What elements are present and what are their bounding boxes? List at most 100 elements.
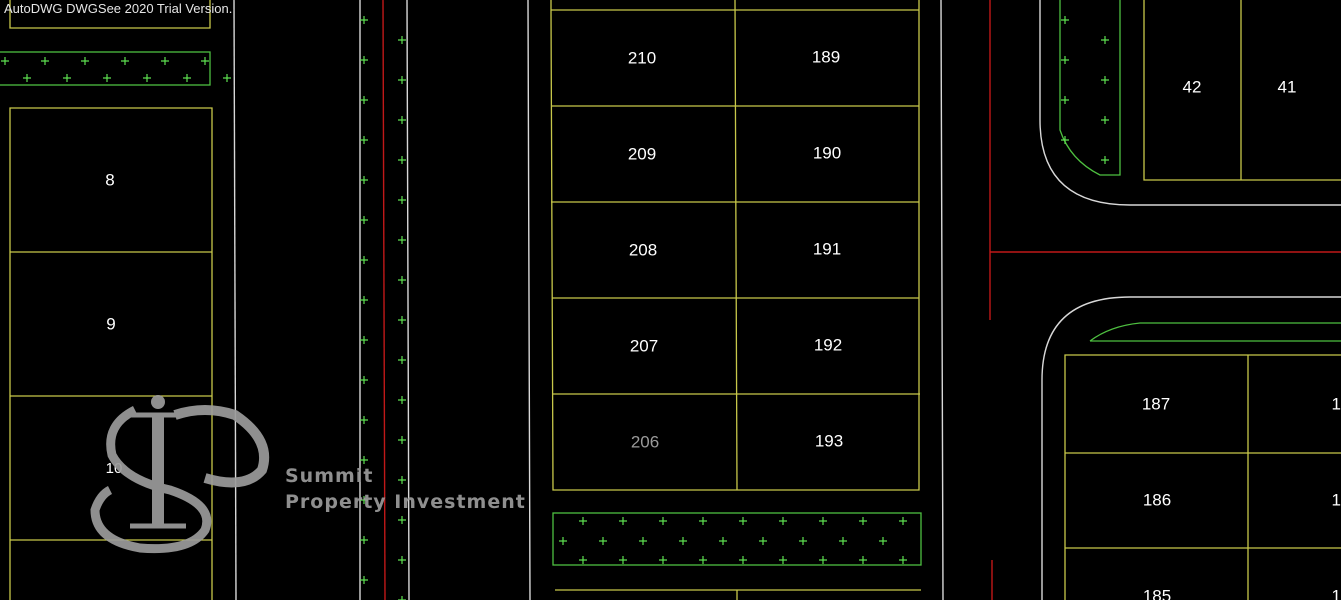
plant-marker bbox=[360, 536, 368, 544]
plant-marker bbox=[103, 74, 111, 82]
plant-marker bbox=[679, 537, 687, 545]
watermark-logo bbox=[90, 395, 270, 554]
plant-marker bbox=[398, 396, 406, 404]
plant-marker bbox=[739, 556, 747, 564]
plant-marker bbox=[360, 16, 368, 24]
plant-marker bbox=[223, 74, 231, 82]
plant-marker bbox=[360, 256, 368, 264]
boundary-line bbox=[989, 0, 1341, 600]
plot-label[interactable]: 13 bbox=[1332, 586, 1341, 600]
plot-label[interactable]: 192 bbox=[814, 335, 842, 354]
plant-marker bbox=[619, 517, 627, 525]
plant-marker bbox=[143, 74, 151, 82]
plant-marker bbox=[398, 236, 406, 244]
bottom-right-block bbox=[1041, 296, 1341, 600]
plant-marker bbox=[360, 296, 368, 304]
watermark-line1: Summit bbox=[285, 465, 373, 487]
plant-marker bbox=[360, 336, 368, 344]
plot-label[interactable]: 8 bbox=[105, 170, 114, 189]
plot-label[interactable]: 42 bbox=[1183, 77, 1202, 96]
plant-marker bbox=[779, 556, 787, 564]
plot-label[interactable]: 210 bbox=[628, 48, 656, 67]
plot-label[interactable]: 189 bbox=[812, 47, 840, 66]
center-block bbox=[527, 0, 944, 600]
plot-label[interactable]: 187 bbox=[1142, 394, 1170, 413]
plant-marker bbox=[398, 436, 406, 444]
plant-marker bbox=[799, 537, 807, 545]
plot-label[interactable]: 209 bbox=[628, 144, 656, 163]
plant-marker bbox=[398, 556, 406, 564]
plot-label[interactable]: 12 bbox=[1332, 490, 1341, 509]
plant-marker bbox=[398, 276, 406, 284]
plot-label[interactable]: 208 bbox=[629, 240, 657, 259]
plant-marker bbox=[360, 376, 368, 384]
plot-label[interactable]: 12 bbox=[1332, 394, 1341, 413]
plant-marker bbox=[1101, 76, 1109, 84]
plant-marker bbox=[23, 74, 31, 82]
plant-marker bbox=[779, 517, 787, 525]
plant-marker bbox=[183, 74, 191, 82]
plant-marker bbox=[81, 57, 89, 65]
plant-marker bbox=[360, 56, 368, 64]
plant-marker bbox=[1101, 36, 1109, 44]
plant-marker bbox=[659, 556, 667, 564]
plant-marker bbox=[360, 496, 368, 504]
plant-marker bbox=[1061, 16, 1069, 24]
plant-marker bbox=[859, 517, 867, 525]
plant-marker bbox=[699, 556, 707, 564]
plant-marker bbox=[41, 57, 49, 65]
plant-marker bbox=[201, 57, 209, 65]
plot-labels: 8 9 10 210 209 208 207 206 189 190 191 1… bbox=[105, 47, 1341, 600]
plant-marker bbox=[1061, 96, 1069, 104]
plant-marker bbox=[161, 57, 169, 65]
plant-marker bbox=[398, 356, 406, 364]
plant-marker bbox=[121, 57, 129, 65]
plant-marker bbox=[619, 556, 627, 564]
plant-marker bbox=[759, 537, 767, 545]
plant-marker bbox=[398, 476, 406, 484]
plant-marker bbox=[398, 316, 406, 324]
plot-label[interactable]: 207 bbox=[630, 336, 658, 355]
plant-marker bbox=[739, 517, 747, 525]
plant-marker bbox=[599, 537, 607, 545]
plant-marker bbox=[398, 596, 406, 600]
landscape-markers bbox=[1, 16, 1109, 564]
plant-marker bbox=[360, 96, 368, 104]
plant-marker bbox=[1061, 56, 1069, 64]
plant-marker bbox=[398, 156, 406, 164]
planter bbox=[1059, 0, 1121, 176]
plant-marker bbox=[398, 116, 406, 124]
plant-marker bbox=[360, 136, 368, 144]
plot-label[interactable]: 41 bbox=[1278, 77, 1297, 96]
plot-label[interactable]: 186 bbox=[1143, 490, 1171, 509]
plot-label[interactable]: 191 bbox=[813, 239, 841, 258]
plant-marker bbox=[899, 517, 907, 525]
planter-strip bbox=[1089, 322, 1341, 342]
plot-label[interactable]: 206 bbox=[631, 432, 659, 451]
plant-marker bbox=[579, 517, 587, 525]
plot-label[interactable]: 190 bbox=[813, 143, 841, 162]
planter-strip bbox=[552, 512, 922, 566]
plant-marker bbox=[639, 537, 647, 545]
watermark: Summit Property Investment bbox=[90, 395, 525, 554]
median bbox=[359, 0, 410, 600]
plant-marker bbox=[1101, 156, 1109, 164]
plant-marker bbox=[859, 556, 867, 564]
plant-marker bbox=[398, 36, 406, 44]
plant-marker bbox=[398, 76, 406, 84]
plant-marker bbox=[1061, 136, 1069, 144]
plant-marker bbox=[1101, 116, 1109, 124]
trial-version-notice: AutoDWG DWGSee 2020 Trial Version. bbox=[4, 1, 232, 16]
plant-marker bbox=[719, 537, 727, 545]
plot-label[interactable]: 185 bbox=[1143, 586, 1171, 600]
planter-strip bbox=[0, 51, 211, 86]
plant-marker bbox=[699, 517, 707, 525]
plot-label[interactable]: 193 bbox=[815, 431, 843, 450]
plant-marker bbox=[63, 74, 71, 82]
plot-label[interactable]: 9 bbox=[106, 314, 115, 333]
plant-marker bbox=[360, 456, 368, 464]
left-block bbox=[0, 0, 237, 600]
plant-marker bbox=[879, 537, 887, 545]
